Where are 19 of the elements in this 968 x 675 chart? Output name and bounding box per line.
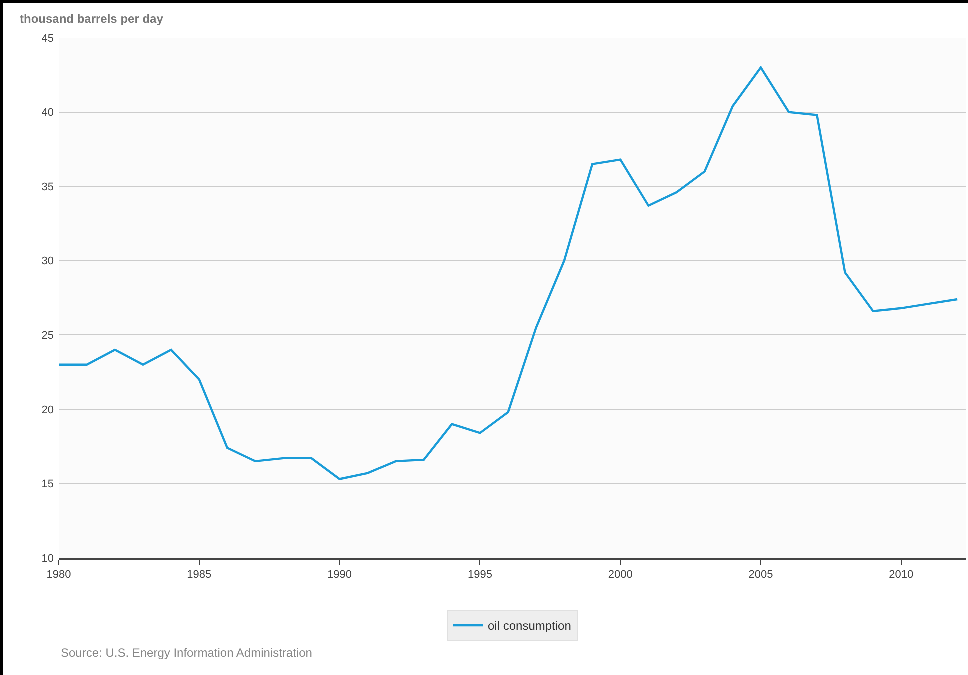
x-tick-label: 1995 <box>468 569 492 582</box>
y-tick-label: 25 <box>42 330 54 342</box>
x-tick-label: 2010 <box>889 569 914 582</box>
y-tick-label: 30 <box>42 256 54 268</box>
y-tick-label: 15 <box>42 478 54 491</box>
y-tick-label: 40 <box>42 107 54 120</box>
y-tick-label: 35 <box>42 181 54 194</box>
x-tick-label: 2005 <box>748 569 774 582</box>
y-tick-label: 10 <box>42 552 54 565</box>
y-tick-label: 20 <box>42 404 54 416</box>
line-series <box>59 66 959 480</box>
y-tick-label: 45 <box>42 32 54 45</box>
x-tick-label: 1990 <box>328 569 352 582</box>
legend-label: oil consumption <box>488 619 572 634</box>
x-tick-label: 1985 <box>187 569 212 582</box>
source-note: Source: U.S. Energy Information Administration <box>61 646 312 660</box>
x-tick-label: 2000 <box>608 569 633 582</box>
x-tick-label: 1980 <box>46 569 72 582</box>
y-axis-title: thousand barrels per day <box>20 12 164 26</box>
